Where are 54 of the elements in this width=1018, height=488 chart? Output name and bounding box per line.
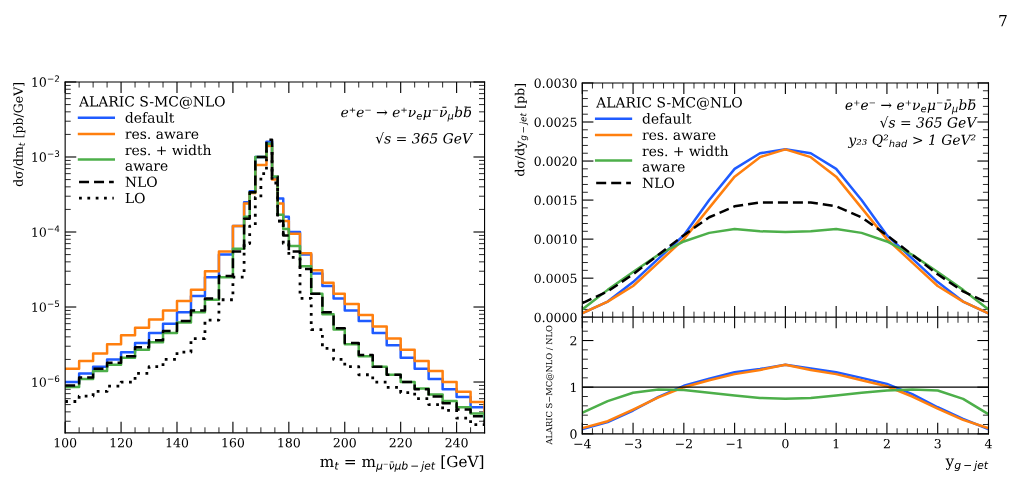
y-tick-label: 0.0020 [534, 156, 577, 166]
annotation: e⁺e⁻ → e⁺ν$_{e}$μ⁻ν̄$_{μ}$bb̄ [845, 99, 976, 115]
annotation: e⁺e⁻ → e⁺ν$_{e}$μ⁻ν̄$_{μ}$bb̄ [341, 106, 472, 122]
x-tick-label: −3 [625, 438, 642, 449]
legend-label: NLO [642, 177, 675, 189]
x-tick-label: 120 [110, 437, 133, 448]
y-tick-label: 0.0010 [534, 234, 577, 245]
x-tick-label: 240 [445, 437, 468, 448]
x-tick-label: 140 [166, 437, 189, 448]
legend-label: res. + width aware [642, 145, 729, 172]
legend-title: ALARIC S-MC@NLO [78, 96, 225, 109]
y-tick-label: 0.0000 [534, 312, 577, 323]
y-tick-label: 10$^{−3}$ [32, 150, 60, 162]
y-tick-label: 1 [571, 382, 576, 392]
y-axis-title: dσ/dm$_{t}$ [pb/GeV] [13, 83, 26, 187]
x-tick-label: 0 [782, 438, 789, 449]
x-tick-label: 2 [883, 438, 890, 449]
x-tick-label: 160 [222, 437, 245, 448]
x-tick-label: 200 [333, 437, 356, 448]
y-axis-title: dσ/dy$_{g−jet}$ [pb] [514, 84, 529, 176]
x-tick-label: −2 [675, 438, 692, 449]
y-tick-label: 2 [570, 336, 577, 346]
legend-label: res. aware [642, 132, 716, 141]
annotation: y₂₃ Q²$_{had}$ > 1 GeV² [847, 134, 976, 148]
text: 7 [999, 15, 1007, 27]
annotation: √s = 365 GeV [879, 116, 978, 128]
x-tick-label: 4 [984, 438, 992, 449]
y-tick-label: 10$^{−5}$ [32, 300, 60, 312]
y-tick-label: 0.0030 [534, 78, 577, 88]
y-tick-label: 0.0025 [534, 117, 577, 127]
x-tick-label: 220 [389, 437, 412, 448]
legend-label: default [125, 112, 175, 123]
x-axis-title: y$_{g−jet}$ [945, 458, 989, 472]
y-tick-label: 10$^{−2}$ [32, 75, 59, 87]
x-tick-label: −4 [574, 438, 591, 449]
x-tick-label: 1 [833, 438, 839, 449]
x-tick-label: −1 [726, 438, 743, 449]
y-tick-label: 10$^{−4}$ [32, 225, 60, 237]
legend-label: NLO [125, 176, 157, 188]
y-tick-label: 0 [570, 429, 577, 439]
legend-title: ALARIC S-MC@NLO [596, 97, 742, 110]
legend-label: LO [125, 192, 145, 204]
y-tick-label: 0.0005 [534, 273, 577, 284]
legend-label: res. aware [125, 131, 199, 140]
y-tick-label: 0.0015 [534, 195, 577, 206]
legend-label: default [642, 113, 692, 124]
y-axis-title: ALARIC S−MC@NLO / NLO [545, 325, 554, 445]
legend-label: res. + width aware [125, 144, 212, 171]
x-tick-label: 3 [934, 438, 941, 449]
x-axis-title: m$_{t}$ = m$_{μ⁻ν̄μb−jet}$ [GeV] [320, 455, 484, 472]
x-tick-label: 100 [54, 437, 77, 448]
x-tick-label: 180 [278, 437, 300, 448]
y-tick-label: 10$^{−6}$ [32, 375, 60, 387]
annotation: √s = 365 GeV [375, 132, 474, 144]
